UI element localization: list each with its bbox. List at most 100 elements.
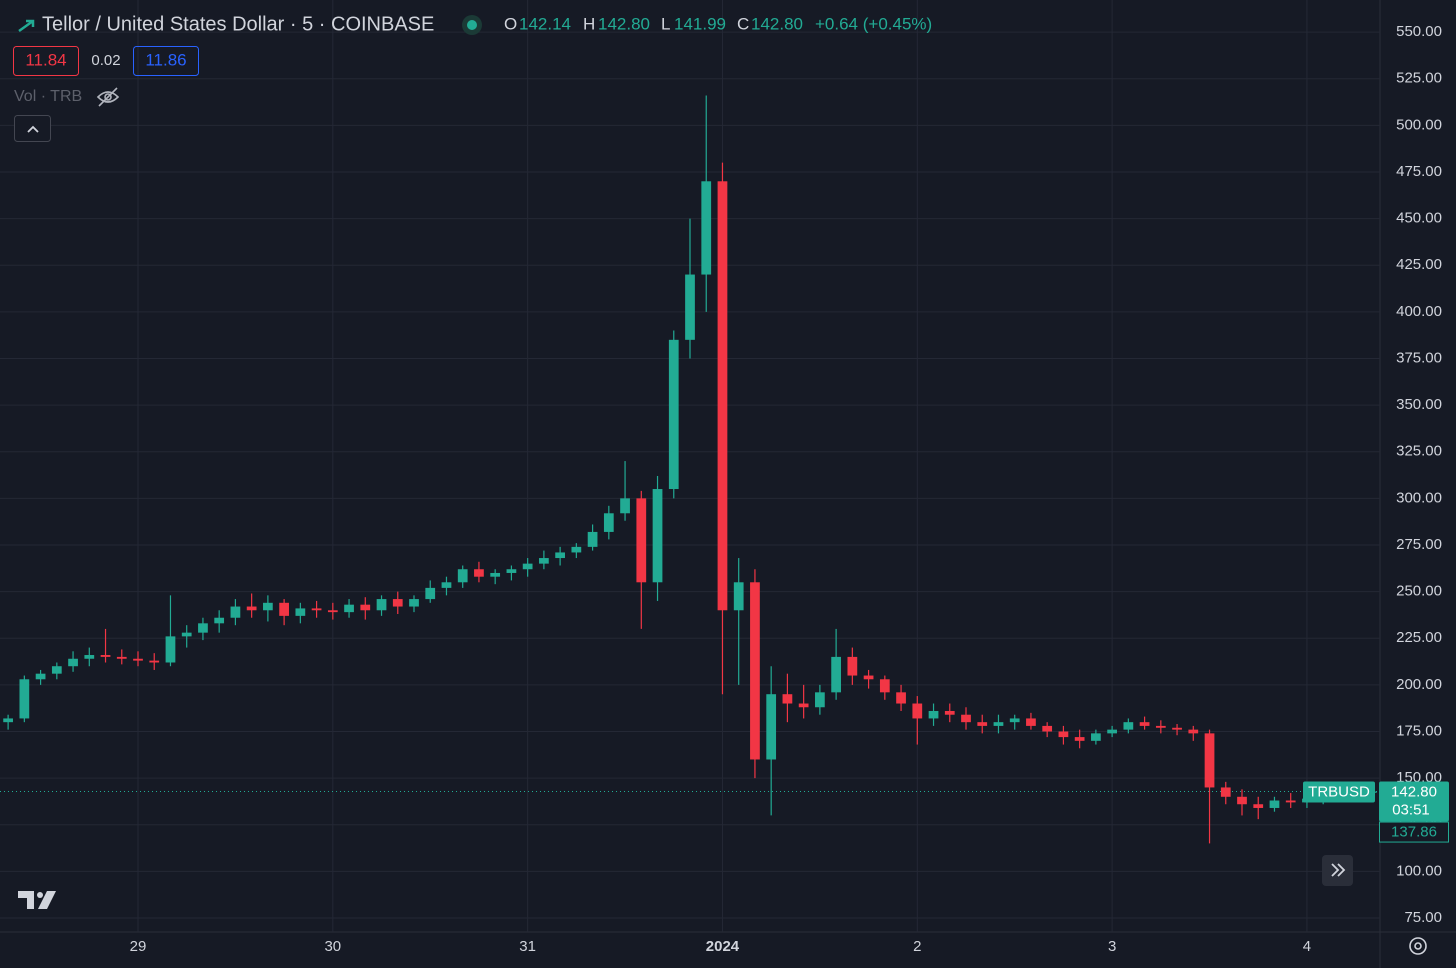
- y-tick-label: 425.00: [1396, 256, 1442, 273]
- candle-body: [1139, 722, 1150, 726]
- candle-body: [977, 722, 988, 726]
- candle-body: [1220, 787, 1231, 797]
- candle-body: [555, 552, 565, 559]
- x-tick-label: 30: [324, 938, 341, 955]
- candle-body: [263, 602, 273, 611]
- bid-tag: 137.86: [1391, 824, 1437, 841]
- candle-body: [3, 718, 13, 723]
- candle-body: [717, 181, 728, 611]
- candle-body: [1237, 796, 1247, 805]
- bid-tag-bg: [1379, 821, 1449, 843]
- y-tick-label: 550.00: [1396, 23, 1442, 40]
- scroll-right-icon[interactable]: [1331, 863, 1346, 877]
- x-tick-label: 2: [913, 938, 921, 955]
- high-value: 142.80: [598, 14, 650, 33]
- overlay: Tellor / United States Dollar · 5 · COIN…: [13, 13, 1449, 955]
- candle-body: [327, 610, 338, 613]
- symbol-tag: TRBUSD: [1308, 784, 1370, 801]
- candle-body: [701, 181, 712, 275]
- buy-box[interactable]: [133, 46, 199, 76]
- candle-body: [100, 655, 111, 657]
- candle-body: [506, 569, 517, 573]
- candle-body: [912, 703, 923, 719]
- candle-body: [344, 604, 354, 613]
- y-tick-label: 100.00: [1396, 862, 1442, 879]
- candle-body: [928, 710, 939, 719]
- sell-box[interactable]: [13, 46, 79, 76]
- candle-body: [214, 617, 225, 624]
- candle-body: [831, 656, 841, 693]
- hide-icon[interactable]: [96, 87, 120, 107]
- close-value: 142.80: [751, 14, 803, 33]
- y-tick-label: 175.00: [1396, 722, 1442, 739]
- candle-body: [230, 606, 241, 618]
- countdown: 03:51: [1392, 802, 1430, 819]
- candle-body: [879, 679, 890, 693]
- candle-body: [1155, 725, 1166, 728]
- y-tick-label: 275.00: [1396, 536, 1442, 553]
- low-label: L: [661, 14, 670, 33]
- title: Tellor / United States Dollar · 5 · COIN…: [42, 13, 434, 35]
- sell-price[interactable]: 11.84: [25, 50, 66, 69]
- candle-body: [35, 673, 46, 680]
- candle-body: [603, 513, 614, 532]
- candle-body: [896, 692, 906, 704]
- candle-body: [133, 658, 143, 661]
- candle-body: [149, 660, 160, 663]
- y-tick-label: 300.00: [1396, 489, 1442, 506]
- candle-body: [392, 599, 403, 607]
- candle-body: [1285, 800, 1296, 803]
- candle-body: [51, 666, 62, 674]
- candle-body: [425, 587, 436, 600]
- candle-body: [1026, 718, 1036, 726]
- candle-body: [1204, 733, 1215, 788]
- y-tick-label: 250.00: [1396, 583, 1442, 600]
- candle-body: [1172, 727, 1182, 730]
- candle-body: [539, 558, 549, 564]
- price-tag: 142.80: [1391, 784, 1437, 801]
- candle-body: [798, 703, 809, 708]
- tv-logo: [18, 891, 56, 909]
- candle-body: [1058, 731, 1069, 738]
- x-tick-label: 29: [130, 938, 147, 955]
- candle-body: [782, 694, 793, 704]
- high-label: H: [583, 14, 595, 33]
- candle-body: [587, 531, 598, 547]
- x-tick-label: 2024: [706, 938, 740, 955]
- candle-body: [620, 498, 630, 514]
- candle-body: [279, 602, 289, 616]
- candle-body: [993, 722, 1004, 726]
- settings-icon[interactable]: [1409, 937, 1427, 955]
- y-tick-label: 350.00: [1396, 396, 1442, 413]
- candle-body: [311, 608, 322, 611]
- candle-body: [1123, 722, 1134, 730]
- buy-price[interactable]: 11.86: [145, 50, 186, 69]
- candle-body: [181, 632, 192, 637]
- x-tick-label: 4: [1303, 938, 1311, 955]
- open-value: 142.14: [519, 14, 571, 33]
- candle-body: [409, 599, 419, 607]
- candle-body: [944, 710, 955, 715]
- spread: 0.02: [91, 52, 120, 69]
- candle-body: [766, 694, 777, 760]
- candle-body: [246, 606, 257, 611]
- open-label: O: [504, 14, 517, 33]
- candle-body: [376, 599, 387, 611]
- status-dot: [467, 20, 477, 30]
- y-tick-label: 450.00: [1396, 210, 1442, 227]
- candle-body: [652, 489, 663, 583]
- candle-body: [847, 656, 858, 676]
- y-tick-label: 75.00: [1404, 909, 1442, 926]
- y-tick-label: 375.00: [1396, 349, 1442, 366]
- candle-body: [1009, 718, 1020, 723]
- candle-body: [1269, 800, 1280, 808]
- volume-label: Vol · TRB: [14, 88, 82, 105]
- candle-body: [457, 569, 468, 583]
- candle-body: [1074, 737, 1085, 741]
- y-tick-label: 500.00: [1396, 116, 1442, 133]
- candle-body: [668, 339, 679, 490]
- candle-body: [490, 572, 501, 577]
- candle-body: [1091, 733, 1101, 741]
- collapse-chevron[interactable]: [27, 125, 39, 133]
